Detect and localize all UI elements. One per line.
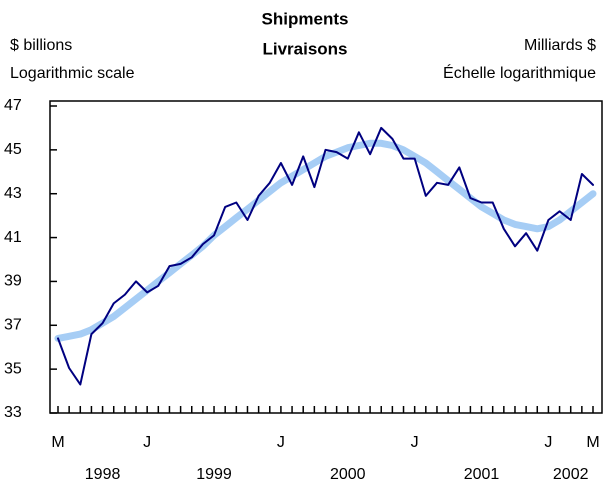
year-label: 1999 xyxy=(196,466,232,483)
x-tick-label: J xyxy=(544,434,552,451)
y-tick-label: 35 xyxy=(4,360,22,377)
right-note: Échelle logarithmique xyxy=(443,63,596,82)
year-label: 2000 xyxy=(330,466,366,483)
x-tick-label: J xyxy=(277,434,285,451)
year-label: 2002 xyxy=(553,466,589,483)
y-tick-label: 45 xyxy=(4,141,22,158)
chart-subtitle: Livraisons xyxy=(262,39,347,58)
plot-frame xyxy=(49,100,603,414)
x-tick-label: M xyxy=(51,434,64,451)
x-tick-label: J xyxy=(411,434,419,451)
y-tick-label: 37 xyxy=(4,317,22,334)
y-tick-label: 41 xyxy=(4,229,22,246)
year-label: 2001 xyxy=(464,466,500,483)
data-line xyxy=(57,126,594,386)
trend-line xyxy=(54,139,597,342)
x-tick-label: M xyxy=(586,434,599,451)
left-note: Logarithmic scale xyxy=(10,65,135,82)
y-tick-label: 47 xyxy=(4,97,22,114)
year-label: 1998 xyxy=(85,466,121,483)
y-tick-label: 39 xyxy=(4,273,22,290)
left-label: $ billions xyxy=(10,37,72,54)
y-tick-label: 43 xyxy=(4,185,22,202)
x-tick-label: J xyxy=(143,434,151,451)
right-label: Milliards $ xyxy=(524,37,596,54)
chart-title: Shipments xyxy=(262,9,349,28)
y-tick-label: 33 xyxy=(4,404,22,421)
